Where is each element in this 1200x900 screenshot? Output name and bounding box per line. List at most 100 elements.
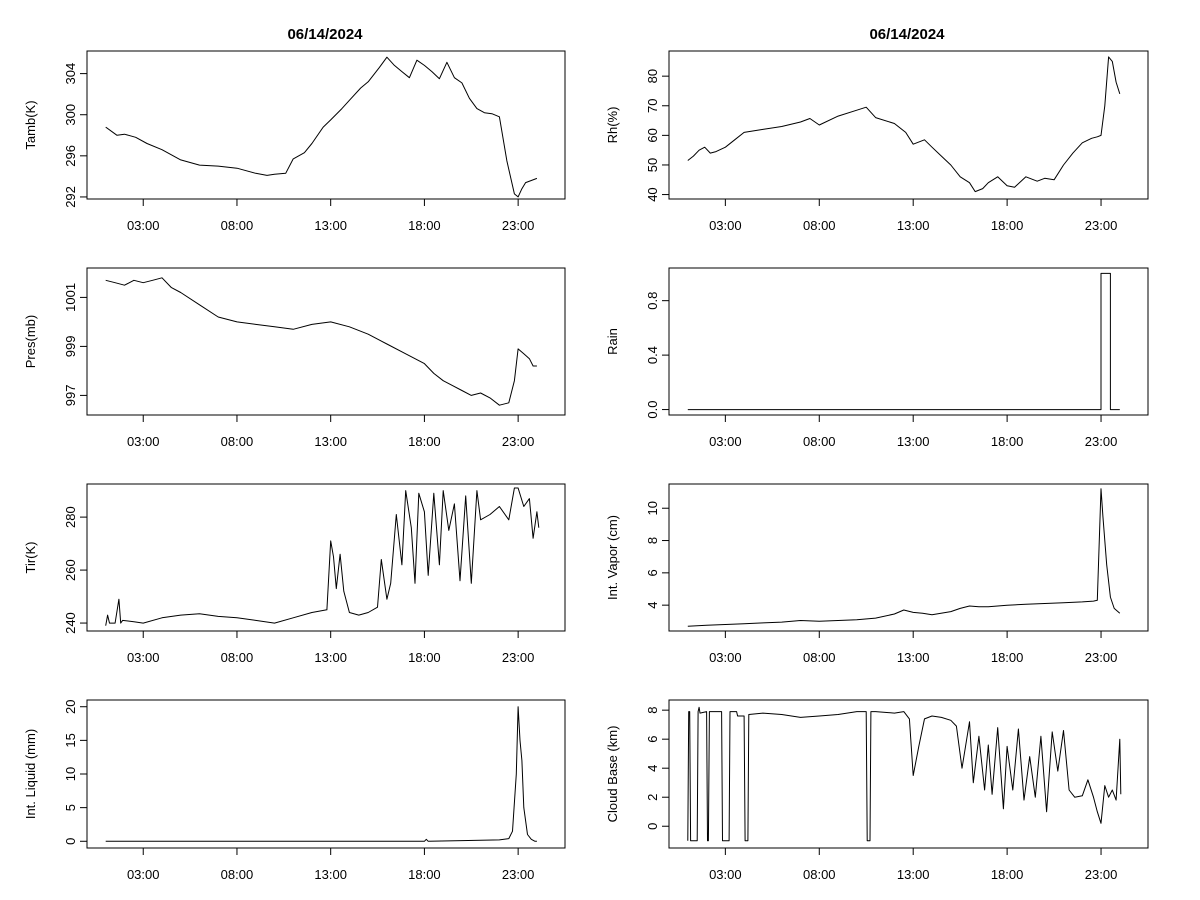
y-tick-label-rh: 80 — [645, 69, 660, 83]
x-tick-label-rain: 13:00 — [897, 434, 930, 449]
x-tick-label-rh: 03:00 — [709, 218, 742, 233]
y-tick-label-vapor: 10 — [645, 501, 660, 515]
plot-frame-cloud — [668, 699, 1149, 849]
panel-cloud: 0 2 4 6 8 03:00 08:00 13:00 18:00 23:00 Cloud Base… — [605, 699, 1149, 882]
x-tick-label-tir: 13:00 — [314, 650, 347, 665]
y-tick-label-tamb: 304 — [63, 63, 78, 85]
y-tick-label-tamb: 300 — [63, 104, 78, 126]
y-tick-label-rh: 50 — [645, 158, 660, 172]
y-tick-label-liquid: 5 — [63, 804, 78, 811]
data-line-pres — [105, 277, 537, 406]
x-tick-label-rh: 23:00 — [1085, 218, 1118, 233]
x-tick-label-pres: 23:00 — [502, 434, 535, 449]
y-tick-label-tamb: 296 — [63, 145, 78, 167]
x-tick-label-vapor: 08:00 — [803, 650, 836, 665]
x-tick-label-rain: 08:00 — [803, 434, 836, 449]
x-tick-label-rain: 18:00 — [991, 434, 1024, 449]
panel-tamb: 292 296 300 304 03:00 08:00 13:00 18:00 23:00 Tam… — [23, 50, 566, 233]
x-tick-label-tir: 23:00 — [502, 650, 535, 665]
data-line-tamb — [105, 56, 538, 198]
x-tick-label-cloud: 23:00 — [1085, 867, 1118, 882]
data-line-tir — [105, 487, 540, 626]
x-tick-label-tir: 18:00 — [408, 650, 441, 665]
data-line-cloud — [687, 706, 1122, 842]
x-tick-label-pres: 03:00 — [127, 434, 160, 449]
panel-vapor: 4 6 8 10 03:00 08:00 13:00 18:00 23:00 Int. Vapor… — [605, 483, 1149, 665]
y-tick-label-liquid: 15 — [63, 733, 78, 747]
y-tick-label-rh: 40 — [645, 187, 660, 201]
panel-rh: 40 50 60 70 80 03:00 08:00 13:00 18:00 23:00 Rh(%) — [605, 50, 1149, 233]
y-tick-label-cloud: 4 — [645, 765, 660, 772]
x-tick-label-tamb: 13:00 — [314, 218, 347, 233]
y-axis-title-liquid: Int. Liquid (mm) — [23, 729, 38, 819]
y-axis-title-tamb: Tamb(K) — [23, 100, 38, 149]
y-tick-label-rain: 0.8 — [645, 292, 660, 310]
x-tick-label-cloud: 13:00 — [897, 867, 930, 882]
x-tick-label-liquid: 03:00 — [127, 867, 160, 882]
plot-frame-rh — [668, 50, 1149, 200]
y-axis-title-vapor: Int. Vapor (cm) — [605, 515, 620, 600]
x-tick-label-rain: 03:00 — [709, 434, 742, 449]
panel-tir: 240 260 280 03:00 08:00 13:00 18:00 23:00 Tir(K) — [23, 483, 566, 665]
y-tick-label-pres: 1001 — [63, 283, 78, 312]
data-line-rain — [687, 272, 1120, 411]
y-axis-title-cloud: Cloud Base (km) — [605, 726, 620, 823]
x-tick-label-liquid: 13:00 — [314, 867, 347, 882]
x-tick-label-pres: 13:00 — [314, 434, 347, 449]
y-tick-label-cloud: 6 — [645, 736, 660, 743]
y-tick-label-tir: 260 — [63, 559, 78, 581]
panel-pres: 997 999 1001 03:00 08:00 13:00 18:00 23:00 Pres(… — [23, 267, 566, 449]
y-tick-label-liquid: 10 — [63, 767, 78, 781]
data-line-vapor — [687, 488, 1121, 627]
y-tick-label-rh: 60 — [645, 128, 660, 142]
data-line-rh — [687, 56, 1121, 193]
x-tick-label-rh: 13:00 — [897, 218, 930, 233]
x-tick-label-liquid: 18:00 — [408, 867, 441, 882]
y-tick-label-tamb: 292 — [63, 186, 78, 208]
y-tick-label-cloud: 8 — [645, 707, 660, 714]
y-tick-label-cloud: 2 — [645, 794, 660, 801]
panel-liquid: 0 5 10 15 20 03:00 08:00 13:00 18:00 23:00 Int. Li… — [23, 699, 566, 882]
x-tick-label-tamb: 08:00 — [221, 218, 254, 233]
y-tick-label-liquid: 20 — [63, 699, 78, 713]
y-tick-label-rain: 0.0 — [645, 401, 660, 419]
plot-frame-tir — [86, 483, 566, 632]
y-tick-label-vapor: 8 — [645, 537, 660, 544]
x-tick-label-vapor: 23:00 — [1085, 650, 1118, 665]
plot-frame-vapor — [668, 483, 1149, 632]
right-column-date-title: 06/14/2024 — [869, 26, 945, 43]
x-tick-label-cloud: 08:00 — [803, 867, 836, 882]
x-tick-label-cloud: 03:00 — [709, 867, 742, 882]
y-axis-title-rain: Rain — [605, 328, 620, 355]
y-tick-label-rh: 70 — [645, 99, 660, 113]
x-tick-label-rh: 08:00 — [803, 218, 836, 233]
y-axis-title-tir: Tir(K) — [23, 541, 38, 573]
x-tick-label-vapor: 13:00 — [897, 650, 930, 665]
plot-frame-rain — [668, 267, 1149, 416]
x-tick-label-liquid: 08:00 — [221, 867, 254, 882]
plot-frame-liquid — [86, 699, 566, 849]
left-column-date-title: 06/14/2024 — [287, 26, 363, 43]
y-tick-label-vapor: 4 — [645, 602, 660, 609]
panel-rain: 0.0 0.4 0.8 03:00 08:00 13:00 18:00 23:00 Rain — [605, 267, 1149, 449]
x-tick-label-vapor: 18:00 — [991, 650, 1024, 665]
x-tick-label-liquid: 23:00 — [502, 867, 535, 882]
x-tick-label-cloud: 18:00 — [991, 867, 1024, 882]
x-tick-label-tamb: 18:00 — [408, 218, 441, 233]
x-tick-label-vapor: 03:00 — [709, 650, 742, 665]
y-tick-label-tir: 280 — [63, 506, 78, 528]
y-tick-label-rain: 0.4 — [645, 346, 660, 364]
y-axis-title-rh: Rh(%) — [605, 107, 620, 144]
plot-frame-pres — [86, 267, 566, 416]
x-tick-label-pres: 18:00 — [408, 434, 441, 449]
x-tick-label-tamb: 03:00 — [127, 218, 160, 233]
x-tick-label-rain: 23:00 — [1085, 434, 1118, 449]
data-line-liquid — [105, 706, 537, 842]
y-tick-label-vapor: 6 — [645, 569, 660, 576]
y-tick-label-cloud: 0 — [645, 823, 660, 830]
y-axis-title-pres: Pres(mb) — [23, 315, 38, 368]
y-tick-label-tir: 240 — [63, 612, 78, 634]
x-tick-label-pres: 08:00 — [221, 434, 254, 449]
y-tick-label-pres: 997 — [63, 385, 78, 407]
